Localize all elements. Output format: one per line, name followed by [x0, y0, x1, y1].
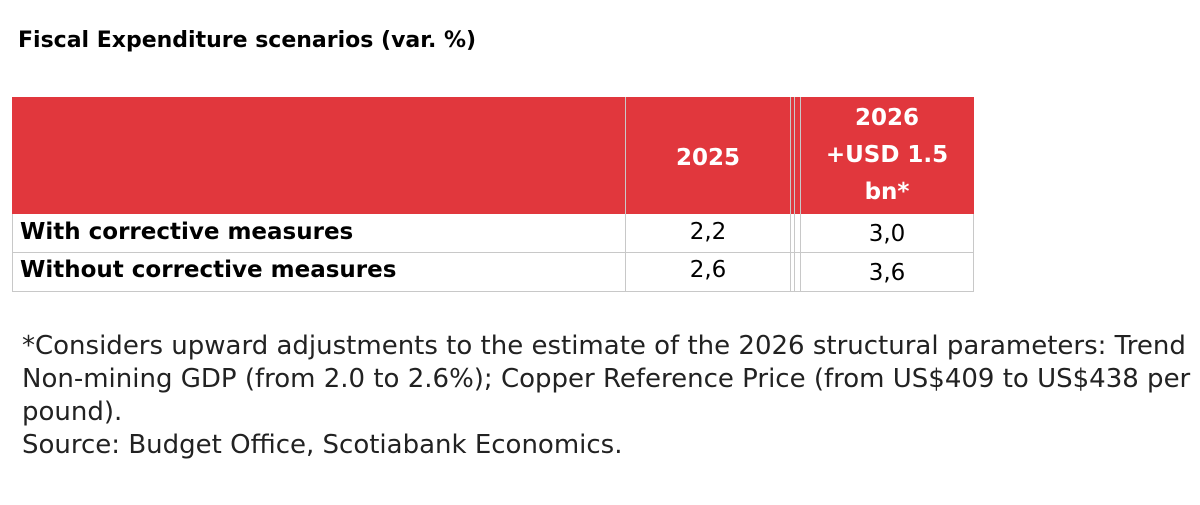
- cell-with-2026: 3,0: [868, 221, 906, 247]
- table-border-right: [973, 214, 974, 292]
- column-header-2026: 2026 +USD 1.5 bn*: [801, 100, 973, 211]
- cell-without-2026: 3,6: [868, 260, 906, 286]
- row-label-with-measures: With corrective measures: [20, 219, 354, 245]
- row-divider: [12, 252, 974, 253]
- cell-without-2025: 2,6: [689, 257, 727, 283]
- cell-with-2025: 2,2: [689, 219, 727, 245]
- column-divider: [800, 97, 801, 292]
- column-header-2026-line3: bn*: [864, 179, 910, 205]
- notes-block: *Considers upward adjustments to the est…: [22, 330, 1192, 462]
- column-header-2026-line2: +USD 1.5: [825, 142, 949, 168]
- table-border-left: [12, 214, 13, 292]
- column-divider: [794, 97, 795, 292]
- scenarios-table: 2025 2026 +USD 1.5 bn* With corrective m…: [12, 97, 974, 292]
- column-divider: [790, 97, 791, 292]
- table-border-bottom: [12, 291, 974, 292]
- table-title: Fiscal Expenditure scenarios (var. %): [18, 28, 477, 53]
- footnote: *Considers upward adjustments to the est…: [22, 331, 1191, 427]
- column-divider: [625, 97, 626, 292]
- row-label-without-measures: Without corrective measures: [20, 257, 397, 283]
- table-header: [12, 97, 974, 214]
- source-line: Source: Budget Office, Scotiabank Econom…: [22, 430, 623, 460]
- column-header-2026-line1: 2026: [854, 105, 919, 131]
- column-header-2025: 2025: [675, 145, 740, 171]
